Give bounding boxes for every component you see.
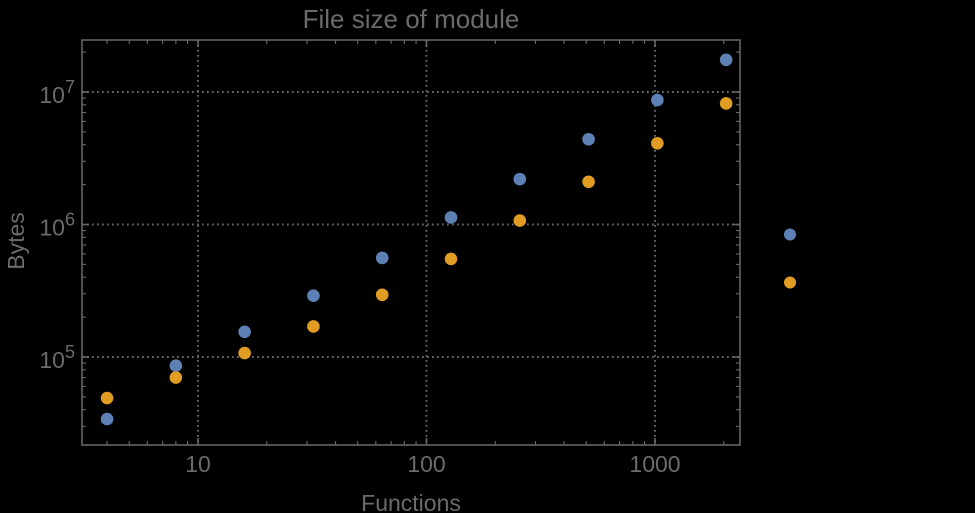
data-point-orange-series-x1024 xyxy=(651,137,664,150)
legend-layer xyxy=(784,228,796,289)
data-points-layer xyxy=(100,53,733,426)
data-point-orange-series-x32 xyxy=(307,320,320,333)
y-tick-label-10e7: 107 xyxy=(39,77,75,108)
data-point-blue-series-x32 xyxy=(307,289,320,303)
y-axis-label: Bytes xyxy=(3,212,29,270)
frame-layer xyxy=(81,39,741,446)
data-point-blue-series-x64 xyxy=(375,251,389,265)
data-point-blue-series-x16 xyxy=(238,325,251,339)
ticks-layer xyxy=(82,40,740,445)
x-tick-label-100: 100 xyxy=(407,451,445,477)
plot-frame xyxy=(81,39,741,446)
data-point-blue-series-x256 xyxy=(513,172,527,186)
legend-marker-orange xyxy=(784,276,796,289)
data-point-orange-series-x8 xyxy=(169,371,183,384)
y-tick-label-10e6: 106 xyxy=(39,210,75,241)
tick-labels-layer: 10 100 1000 105 106 107 xyxy=(39,77,680,477)
data-point-blue-series-x4 xyxy=(100,412,114,426)
data-point-orange-series-x2048 xyxy=(719,97,733,110)
gridlines-layer xyxy=(82,40,740,445)
y-tick-label-10e5: 105 xyxy=(39,342,75,373)
data-point-orange-series-x64 xyxy=(375,288,389,302)
data-point-blue-series-x8 xyxy=(169,359,183,372)
data-point-blue-series-x128 xyxy=(444,211,458,224)
chart-title: File size of module xyxy=(303,4,520,34)
data-point-blue-series-x512 xyxy=(582,132,595,146)
legend-marker-blue xyxy=(784,228,796,241)
x-tick-label-10: 10 xyxy=(185,451,211,477)
data-point-orange-series-x512 xyxy=(582,175,595,189)
data-point-blue-series-x2048 xyxy=(719,53,733,67)
data-point-orange-series-x4 xyxy=(100,391,114,405)
data-point-orange-series-x16 xyxy=(238,346,251,360)
data-point-blue-series-x1024 xyxy=(651,93,664,107)
x-tick-label-1000: 1000 xyxy=(629,451,680,477)
x-axis-label: Functions xyxy=(361,490,461,513)
data-point-orange-series-x256 xyxy=(513,214,527,227)
data-point-orange-series-x128 xyxy=(444,252,458,266)
